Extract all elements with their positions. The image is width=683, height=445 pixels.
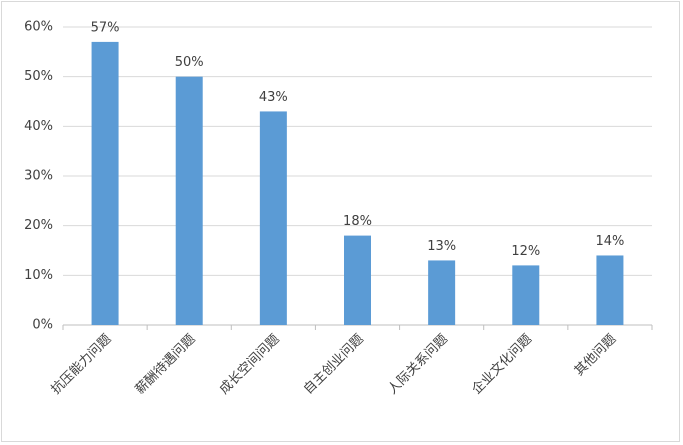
data-label: 18% [343, 214, 372, 229]
y-tick-label: 20% [24, 218, 53, 233]
data-label: 50% [175, 55, 204, 70]
bar [512, 265, 540, 325]
y-tick-label: 30% [24, 169, 53, 184]
bar [596, 255, 624, 325]
y-tick-label: 50% [24, 69, 53, 84]
data-label: 12% [511, 244, 540, 259]
bar [91, 41, 119, 326]
bar [175, 76, 203, 326]
y-tick-label: 10% [24, 268, 53, 283]
y-tick-label: 40% [24, 119, 53, 134]
y-tick-label: 0% [32, 318, 53, 333]
data-label: 57% [91, 20, 120, 35]
data-label: 14% [595, 234, 624, 249]
y-tick-label: 60% [24, 20, 53, 35]
data-label: 43% [259, 90, 288, 105]
bar [428, 260, 456, 325]
bar [259, 111, 287, 325]
data-label: 13% [427, 239, 456, 254]
bar [344, 235, 371, 325]
